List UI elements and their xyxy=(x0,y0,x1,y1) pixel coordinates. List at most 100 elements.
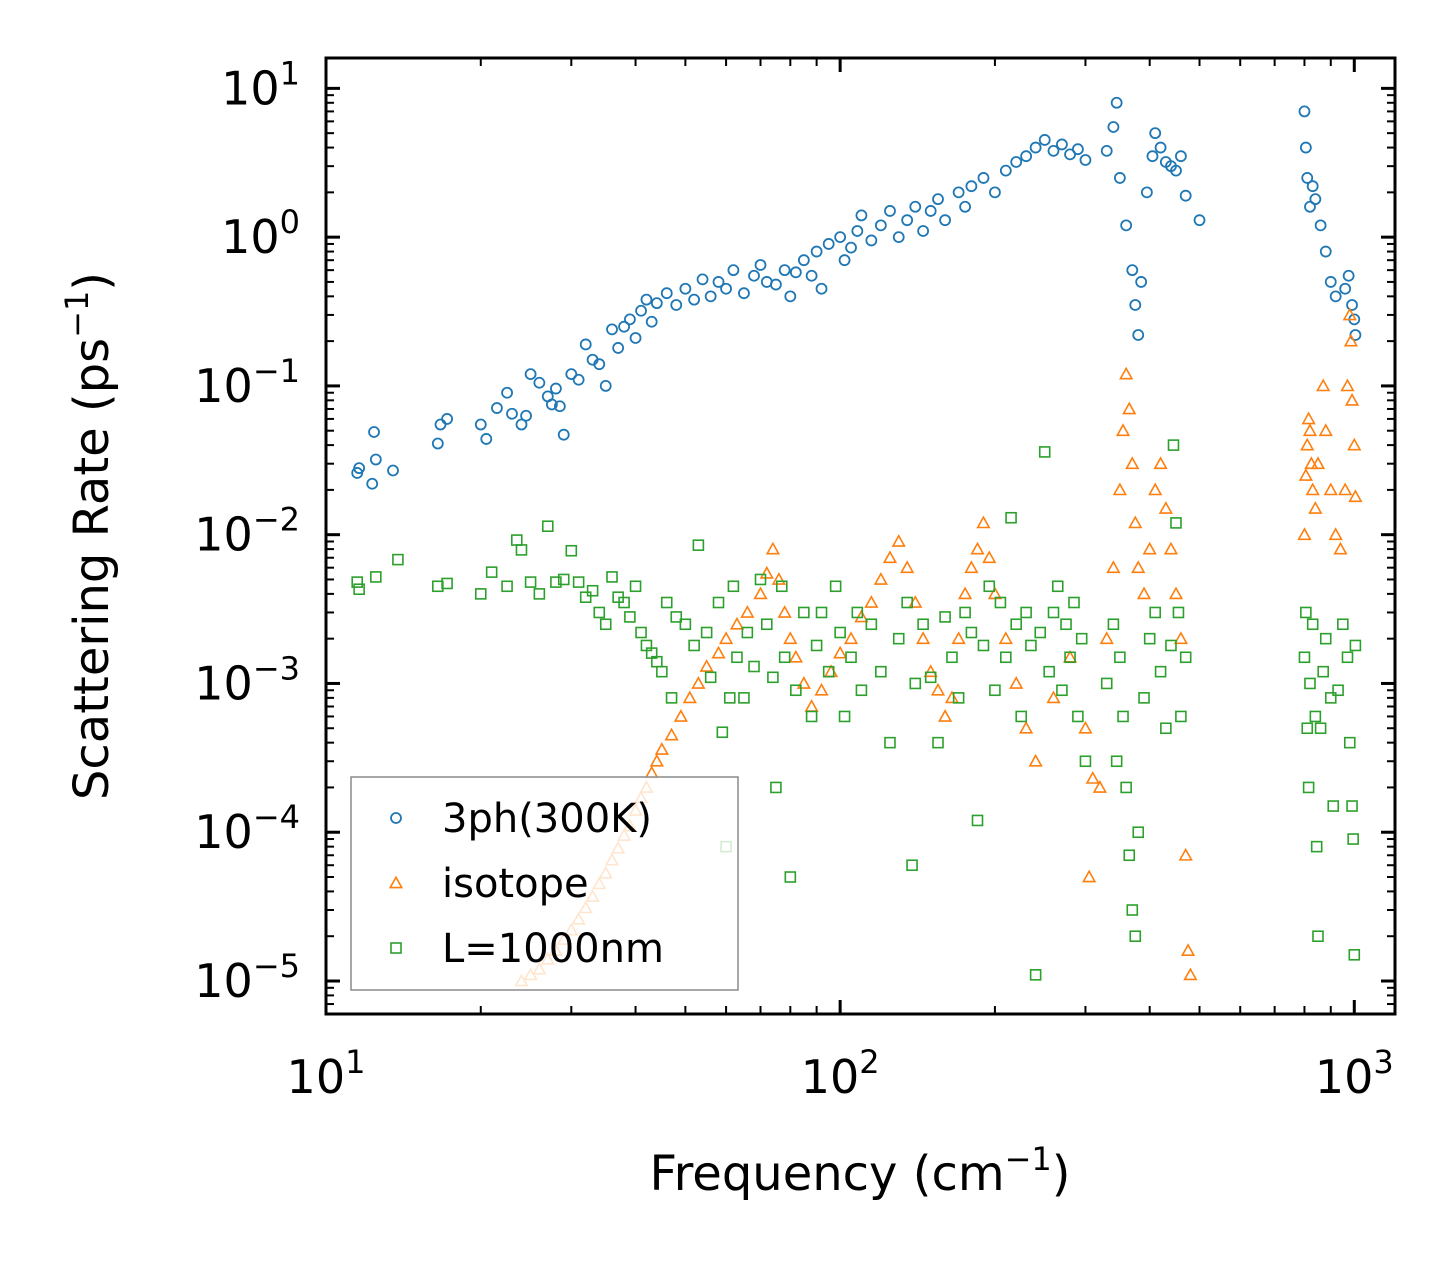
data-point-square xyxy=(1060,618,1072,631)
data-point-triangle xyxy=(908,595,923,608)
data-point-circle xyxy=(1110,96,1123,109)
data-point-circle xyxy=(599,380,612,392)
data-point-triangle xyxy=(1300,437,1315,451)
data-point-circle xyxy=(1129,299,1142,311)
data-point-square xyxy=(474,588,487,600)
data-point-triangle xyxy=(1168,586,1184,600)
data-point-triangle xyxy=(1153,456,1168,470)
data-point-square xyxy=(550,576,562,588)
data-point-square xyxy=(815,606,828,619)
data-point-triangle xyxy=(1078,720,1093,734)
data-point-triangle xyxy=(673,709,688,722)
data-point-square xyxy=(1337,618,1349,631)
data-point-triangle xyxy=(644,765,659,779)
data-point-square xyxy=(1300,606,1312,619)
data-point-triangle xyxy=(1122,401,1137,415)
data-point-circle xyxy=(1324,276,1337,288)
x-tick-label: 101 xyxy=(287,1043,366,1104)
data-point-triangle xyxy=(1180,943,1196,957)
data-point-triangle xyxy=(951,631,966,645)
data-point-square xyxy=(1020,606,1032,619)
data-point-square xyxy=(909,677,922,690)
data-point-square xyxy=(1114,651,1126,664)
data-point-square xyxy=(959,606,971,619)
data-point-triangle xyxy=(1062,649,1078,663)
data-point-square xyxy=(770,781,782,794)
data-point-circle xyxy=(688,293,701,306)
data-point-circle xyxy=(557,428,570,441)
data-point-square xyxy=(838,710,851,723)
data-point-triangle xyxy=(1119,366,1134,380)
data-point-square xyxy=(572,576,585,588)
data-point-circle xyxy=(650,297,663,310)
data-point-square xyxy=(924,671,937,684)
data-point-triangle xyxy=(873,572,888,585)
data-point-circle xyxy=(924,205,937,217)
data-point-triangle xyxy=(843,631,859,645)
data-point-circle xyxy=(506,407,518,420)
data-point-triangle xyxy=(1308,501,1323,514)
data-point-triangle xyxy=(944,690,960,704)
data-point-triangle xyxy=(1297,527,1312,541)
data-point-square xyxy=(635,626,647,639)
data-point-circle xyxy=(952,186,965,199)
data-point-triangle xyxy=(833,645,848,659)
data-point-square xyxy=(906,859,918,872)
data-point-circle xyxy=(545,398,558,411)
data-point-square xyxy=(952,692,965,704)
legend-label: 3ph(300K) xyxy=(442,796,652,842)
data-point-circle xyxy=(431,437,444,450)
data-point-triangle xyxy=(964,560,979,574)
data-point-circle xyxy=(1071,143,1084,156)
data-point-square xyxy=(593,606,606,619)
data-point-square xyxy=(392,553,404,566)
data-point-triangle xyxy=(1136,586,1152,600)
data-point-circle xyxy=(524,368,537,381)
data-point-circle xyxy=(999,164,1012,177)
data-point-circle xyxy=(670,299,683,311)
data-point-circle xyxy=(1079,154,1092,166)
data-point-square xyxy=(1348,948,1361,961)
data-point-triangle xyxy=(1158,501,1173,514)
data-point-square xyxy=(1132,826,1145,839)
data-point-circle xyxy=(977,172,990,184)
data-point-triangle xyxy=(753,586,768,600)
data-point-circle xyxy=(572,373,585,386)
data-point-square xyxy=(515,544,528,556)
data-point-triangle xyxy=(882,550,898,564)
legend-item: L=1000nm xyxy=(390,926,664,972)
data-point-triangle xyxy=(1028,753,1043,767)
y-tick-label: 10−2 xyxy=(194,501,300,562)
data-point-triangle xyxy=(1316,378,1331,392)
data-point-square xyxy=(679,618,692,631)
data-point-square xyxy=(834,626,846,639)
data-point-circle xyxy=(1329,290,1342,303)
x-tick-label: 103 xyxy=(1315,1043,1394,1104)
data-point-triangle xyxy=(1148,482,1163,496)
data-point-triangle xyxy=(1333,541,1348,555)
data-point-triangle xyxy=(976,515,991,529)
data-point-triangle xyxy=(765,541,781,555)
data-point-square xyxy=(629,580,642,593)
data-point-square xyxy=(1100,677,1113,690)
data-point-square xyxy=(741,626,754,639)
data-point-square xyxy=(700,626,713,639)
data-point-square xyxy=(829,580,842,593)
data-point-square xyxy=(557,573,570,586)
data-point-triangle xyxy=(1343,333,1359,347)
data-point-square xyxy=(855,684,868,697)
legend-box xyxy=(350,776,739,991)
data-point-square xyxy=(370,571,382,583)
data-point-triangle xyxy=(891,534,906,547)
data-point-triangle xyxy=(654,742,669,755)
data-point-square xyxy=(1167,439,1180,451)
data-point-circle xyxy=(1346,299,1358,311)
data-point-circle xyxy=(1174,150,1187,163)
data-point-circle xyxy=(789,266,802,279)
data-point-circle xyxy=(635,304,647,317)
data-point-triangle xyxy=(1301,411,1316,425)
data-point-square xyxy=(1170,517,1182,529)
data-point-circle xyxy=(1056,138,1068,151)
data-point-square xyxy=(485,566,498,578)
data-point-circle xyxy=(810,245,823,258)
